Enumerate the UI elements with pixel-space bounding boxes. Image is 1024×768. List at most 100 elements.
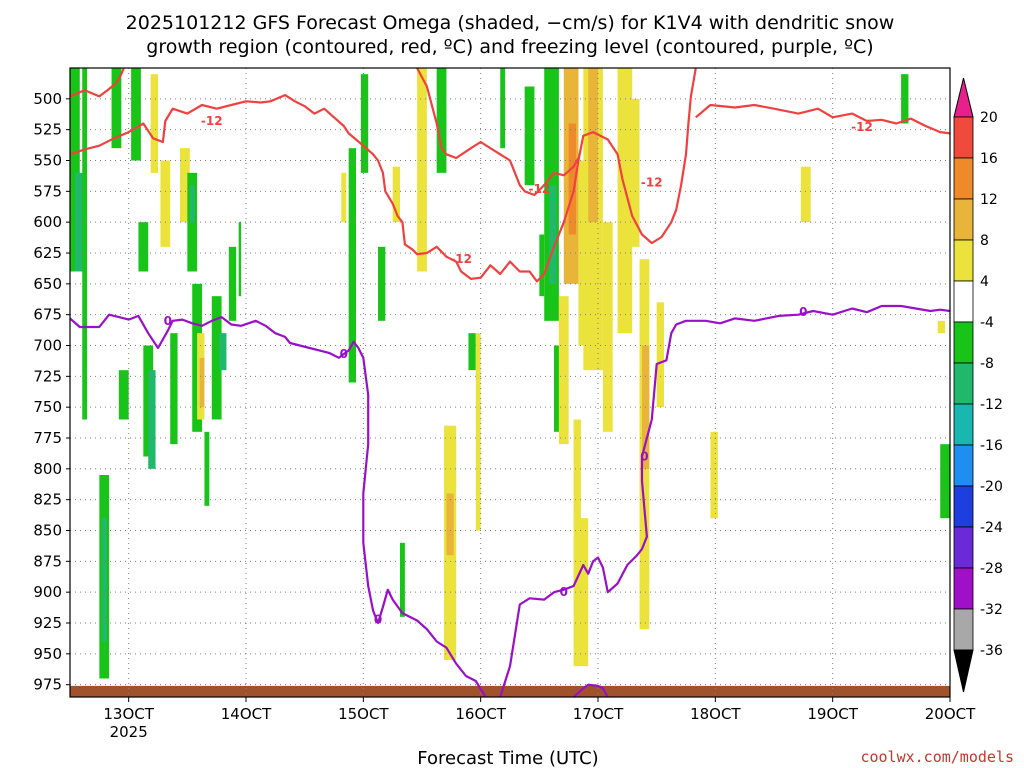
omega-cell (118, 370, 129, 420)
omega-cell (228, 246, 237, 321)
omega-cell (131, 68, 141, 161)
omega-cell (656, 302, 664, 408)
omega-cell (74, 172, 85, 272)
colorbar-bin (953, 321, 974, 364)
omega-cell (539, 234, 545, 297)
omega-cell (82, 68, 88, 420)
omega-cell (211, 296, 222, 420)
y-tick-label: 875 (33, 552, 62, 570)
omega-cell (568, 123, 576, 235)
chart-title-line1: 2025101212 GFS Forecast Omega (shaded, −… (126, 12, 895, 34)
grid-lines (70, 68, 951, 697)
colorbar-tick-label: 20 (980, 110, 998, 126)
contour-label: 0 (164, 314, 172, 328)
contour-label: -12 (528, 182, 550, 196)
credit-link[interactable]: coolwx.com/models (860, 748, 1014, 766)
omega-cell (348, 148, 356, 383)
omega-cell (588, 68, 598, 223)
y-tick-label: 950 (33, 645, 62, 663)
y-tick-label: 525 (33, 121, 62, 139)
x-tick-label: 13OCT (103, 705, 154, 723)
omega-cell (111, 68, 122, 149)
x-year-label: 2025 (110, 723, 148, 741)
omega-cell (148, 370, 156, 469)
colorbar-bin (953, 608, 974, 651)
y-axis: 500 525 550 575 600 625 650 675 700 725 750 775 800 8… (33, 90, 70, 694)
colorbar-bin (953, 567, 974, 610)
omega-cell (189, 185, 195, 223)
y-tick-label: 800 (33, 460, 62, 478)
freezing-level-contour-line (69, 313, 487, 698)
omega-cell (400, 542, 405, 617)
colorbar-bin (953, 362, 974, 405)
colorbar-bin (953, 444, 974, 487)
colorbar-top-arrow (953, 77, 974, 118)
omega-cell (70, 68, 80, 272)
y-tick-label: 925 (33, 614, 62, 632)
colorbar-tick-label: -20 (980, 479, 1003, 495)
contour-label: -12 (450, 252, 472, 266)
y-tick-label: 750 (33, 398, 62, 416)
y-tick-label: 825 (33, 491, 62, 509)
dgz-contour-line (416, 67, 580, 197)
y-tick-label: 575 (33, 182, 62, 200)
omega-cell (800, 166, 811, 223)
omega-cell (199, 357, 205, 408)
x-tick-label: 17OCT (573, 705, 624, 723)
omega-cell (573, 419, 581, 580)
plot-frame (69, 67, 951, 698)
omega-cell (143, 345, 154, 457)
colorbar-tick-label: 8 (980, 233, 989, 249)
y-tick-label: 775 (33, 429, 62, 447)
contour-label: 0 (799, 305, 807, 319)
omega-cell (436, 68, 447, 173)
y-tick-label: 625 (33, 244, 62, 262)
terrain-band (70, 685, 950, 697)
colorbar-tick-label: -32 (980, 602, 1003, 618)
colorbar-tick-label: -12 (980, 397, 1003, 413)
y-tick-label: 550 (33, 152, 62, 170)
omega-cell (558, 296, 569, 445)
x-tick-label: 15OCT (338, 705, 389, 723)
y-tick-label: 650 (33, 275, 62, 293)
omega-cell (940, 444, 950, 519)
omega-cell (160, 160, 171, 247)
omega-cell (360, 74, 369, 173)
y-tick-label: 700 (33, 337, 62, 355)
y-tick-label: 975 (33, 676, 62, 694)
contour-label: -12 (201, 114, 223, 128)
omega-cell (341, 172, 347, 223)
omega-cell (901, 74, 909, 124)
y-tick-label: 850 (33, 522, 62, 540)
colorbar-tick-label: -28 (980, 561, 1003, 577)
colorbar-bin (953, 157, 974, 200)
x-tick-label: 20OCT (925, 705, 976, 723)
omega-cell (219, 333, 227, 371)
x-axis-label: Forecast Time (UTC) (417, 748, 598, 768)
dgz-contour-line (69, 67, 125, 98)
omega-cell (238, 222, 242, 297)
dgz-contour-line (69, 67, 697, 283)
omega-cell (524, 86, 535, 186)
colorbar-tick-label: -4 (980, 315, 994, 331)
y-tick-label: 725 (33, 367, 62, 385)
contour-label: 0 (560, 585, 568, 599)
y-tick-label: 500 (33, 90, 62, 108)
colorbar-bin (953, 403, 974, 446)
colorbar-bin (953, 239, 974, 282)
colorbar-bin (953, 485, 974, 528)
freezing-level-contour-line (572, 683, 609, 698)
colorbar-bin (953, 526, 974, 569)
colorbar-tick-label: 12 (980, 192, 998, 208)
omega-cell (378, 246, 386, 321)
omega-cell (101, 518, 107, 642)
colorbar-bottom-arrow (953, 649, 974, 693)
y-tick-label: 900 (33, 583, 62, 601)
terrain-fill (70, 685, 950, 697)
colorbar-tick-label: -16 (980, 438, 1003, 454)
colorbar-tick-label: -8 (980, 356, 994, 372)
dgz-contour-line (695, 103, 951, 135)
contour-labels: -12 -12 -12 -12 -12 0 0 0 0 0 0 (164, 114, 873, 626)
colorbar-tick-label: -36 (980, 643, 1003, 659)
